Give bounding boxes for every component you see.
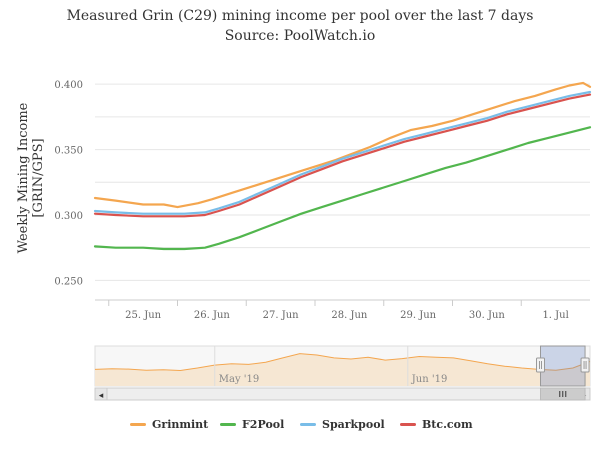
legend-label-btccom: Btc.com bbox=[422, 417, 473, 431]
series-line-f2pool[interactable] bbox=[93, 126, 592, 251]
scrollbar-left-button[interactable] bbox=[94, 387, 108, 401]
legend-swatch-btccom bbox=[400, 422, 416, 426]
y-tick-label: 0.350 bbox=[54, 146, 83, 157]
x-tick-label: 25. Jun bbox=[125, 310, 162, 321]
legend-item-btccom[interactable]: Btc.com bbox=[400, 415, 473, 433]
series-line-sparkpool[interactable] bbox=[93, 90, 592, 215]
handle-body bbox=[536, 357, 545, 373]
scrollbar-grip-icon bbox=[559, 391, 567, 397]
scrollbar-left-arrow-icon: ◂ bbox=[99, 391, 104, 401]
legend-label-f2pool: F2Pool bbox=[242, 417, 285, 431]
chart-subtitle: Source: PoolWatch.io bbox=[224, 28, 376, 44]
legend: Grinmint F2Pool Sparkpool Btc.com bbox=[0, 415, 600, 435]
y-axis-label-line2: [GRIN/GPS] bbox=[31, 138, 46, 217]
y-tick-label: 0.250 bbox=[54, 276, 83, 287]
x-tick-label: 26. Jun bbox=[194, 310, 231, 321]
navigator-label: May '19 bbox=[219, 374, 260, 385]
x-tick-label: 28. Jun bbox=[331, 310, 368, 321]
legend-item-sparkpool[interactable]: Sparkpool bbox=[300, 415, 385, 433]
y-tick-label: 0.400 bbox=[54, 80, 83, 91]
legend-swatch-f2pool bbox=[220, 422, 236, 426]
plot-gridlines bbox=[95, 83, 590, 301]
legend-label-sparkpool: Sparkpool bbox=[322, 417, 385, 431]
y-tick-label: 0.300 bbox=[54, 211, 83, 222]
scrollbar-track[interactable] bbox=[94, 387, 591, 401]
x-axis-ticks: 25. Jun 26. Jun 27. Jun 28. Jun 29. Jun 30. J… bbox=[108, 300, 569, 321]
chart-svg: 0.250 0.300 0.350 0.400 25. Jun 26. Jun 27. J… bbox=[16, 80, 592, 401]
chart-title: Measured Grin (C29) mining income per po… bbox=[66, 8, 534, 24]
legend-item-grinmint[interactable]: Grinmint bbox=[130, 415, 208, 433]
plot-series bbox=[93, 81, 592, 251]
legend-item-f2pool[interactable]: F2Pool bbox=[220, 415, 284, 433]
legend-label-grinmint: Grinmint bbox=[152, 417, 209, 431]
navigator-area bbox=[95, 353, 590, 386]
legend-swatch-grinmint bbox=[130, 422, 146, 426]
x-tick-label: 29. Jun bbox=[400, 310, 437, 321]
navigator-label: Jun '19 bbox=[411, 374, 448, 385]
y-axis-ticks: 0.250 0.300 0.350 0.400 bbox=[54, 80, 83, 287]
navigator-selected-range[interactable] bbox=[540, 345, 586, 387]
navigator-line bbox=[94, 353, 591, 372]
navigator-handle-right[interactable] bbox=[580, 357, 590, 373]
x-tick-label: 1. Jul bbox=[542, 310, 568, 321]
series-line-btccom[interactable] bbox=[93, 93, 592, 218]
series-line-grinmint[interactable] bbox=[93, 81, 592, 209]
navigator-labels: May '19 Jun '19 bbox=[214, 346, 448, 386]
legend-swatch-sparkpool bbox=[300, 422, 316, 426]
y-axis-label-line1: Weekly Mining Income bbox=[16, 102, 31, 253]
x-tick-label: 30. Jun bbox=[469, 310, 506, 321]
x-tick-label: 27. Jun bbox=[263, 310, 300, 321]
navigator-handle-left[interactable] bbox=[536, 357, 545, 373]
handle-body bbox=[580, 357, 590, 373]
